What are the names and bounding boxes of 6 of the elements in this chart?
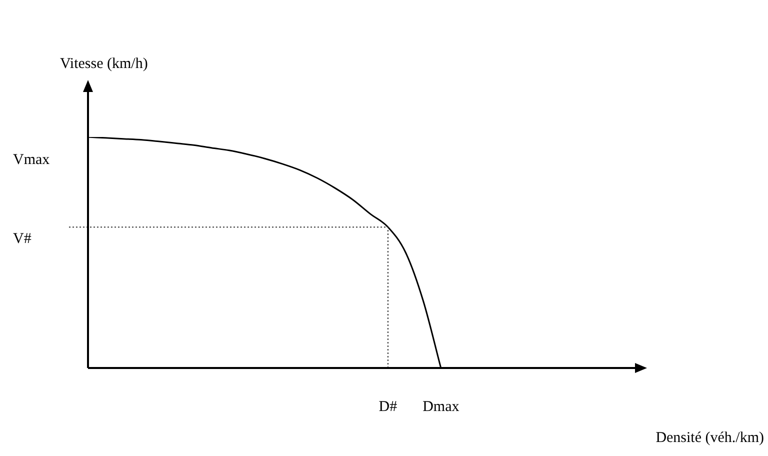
x-axis-title: Densité (véh./km)	[656, 430, 764, 446]
x-tick-label: Dmax	[422, 398, 460, 415]
ref-line-label: V#	[13, 231, 32, 248]
text: Vmax	[13, 152, 50, 168]
x-tick-label: D#	[378, 398, 398, 415]
y-axis-title: Vitesse (km/h)	[60, 56, 148, 72]
